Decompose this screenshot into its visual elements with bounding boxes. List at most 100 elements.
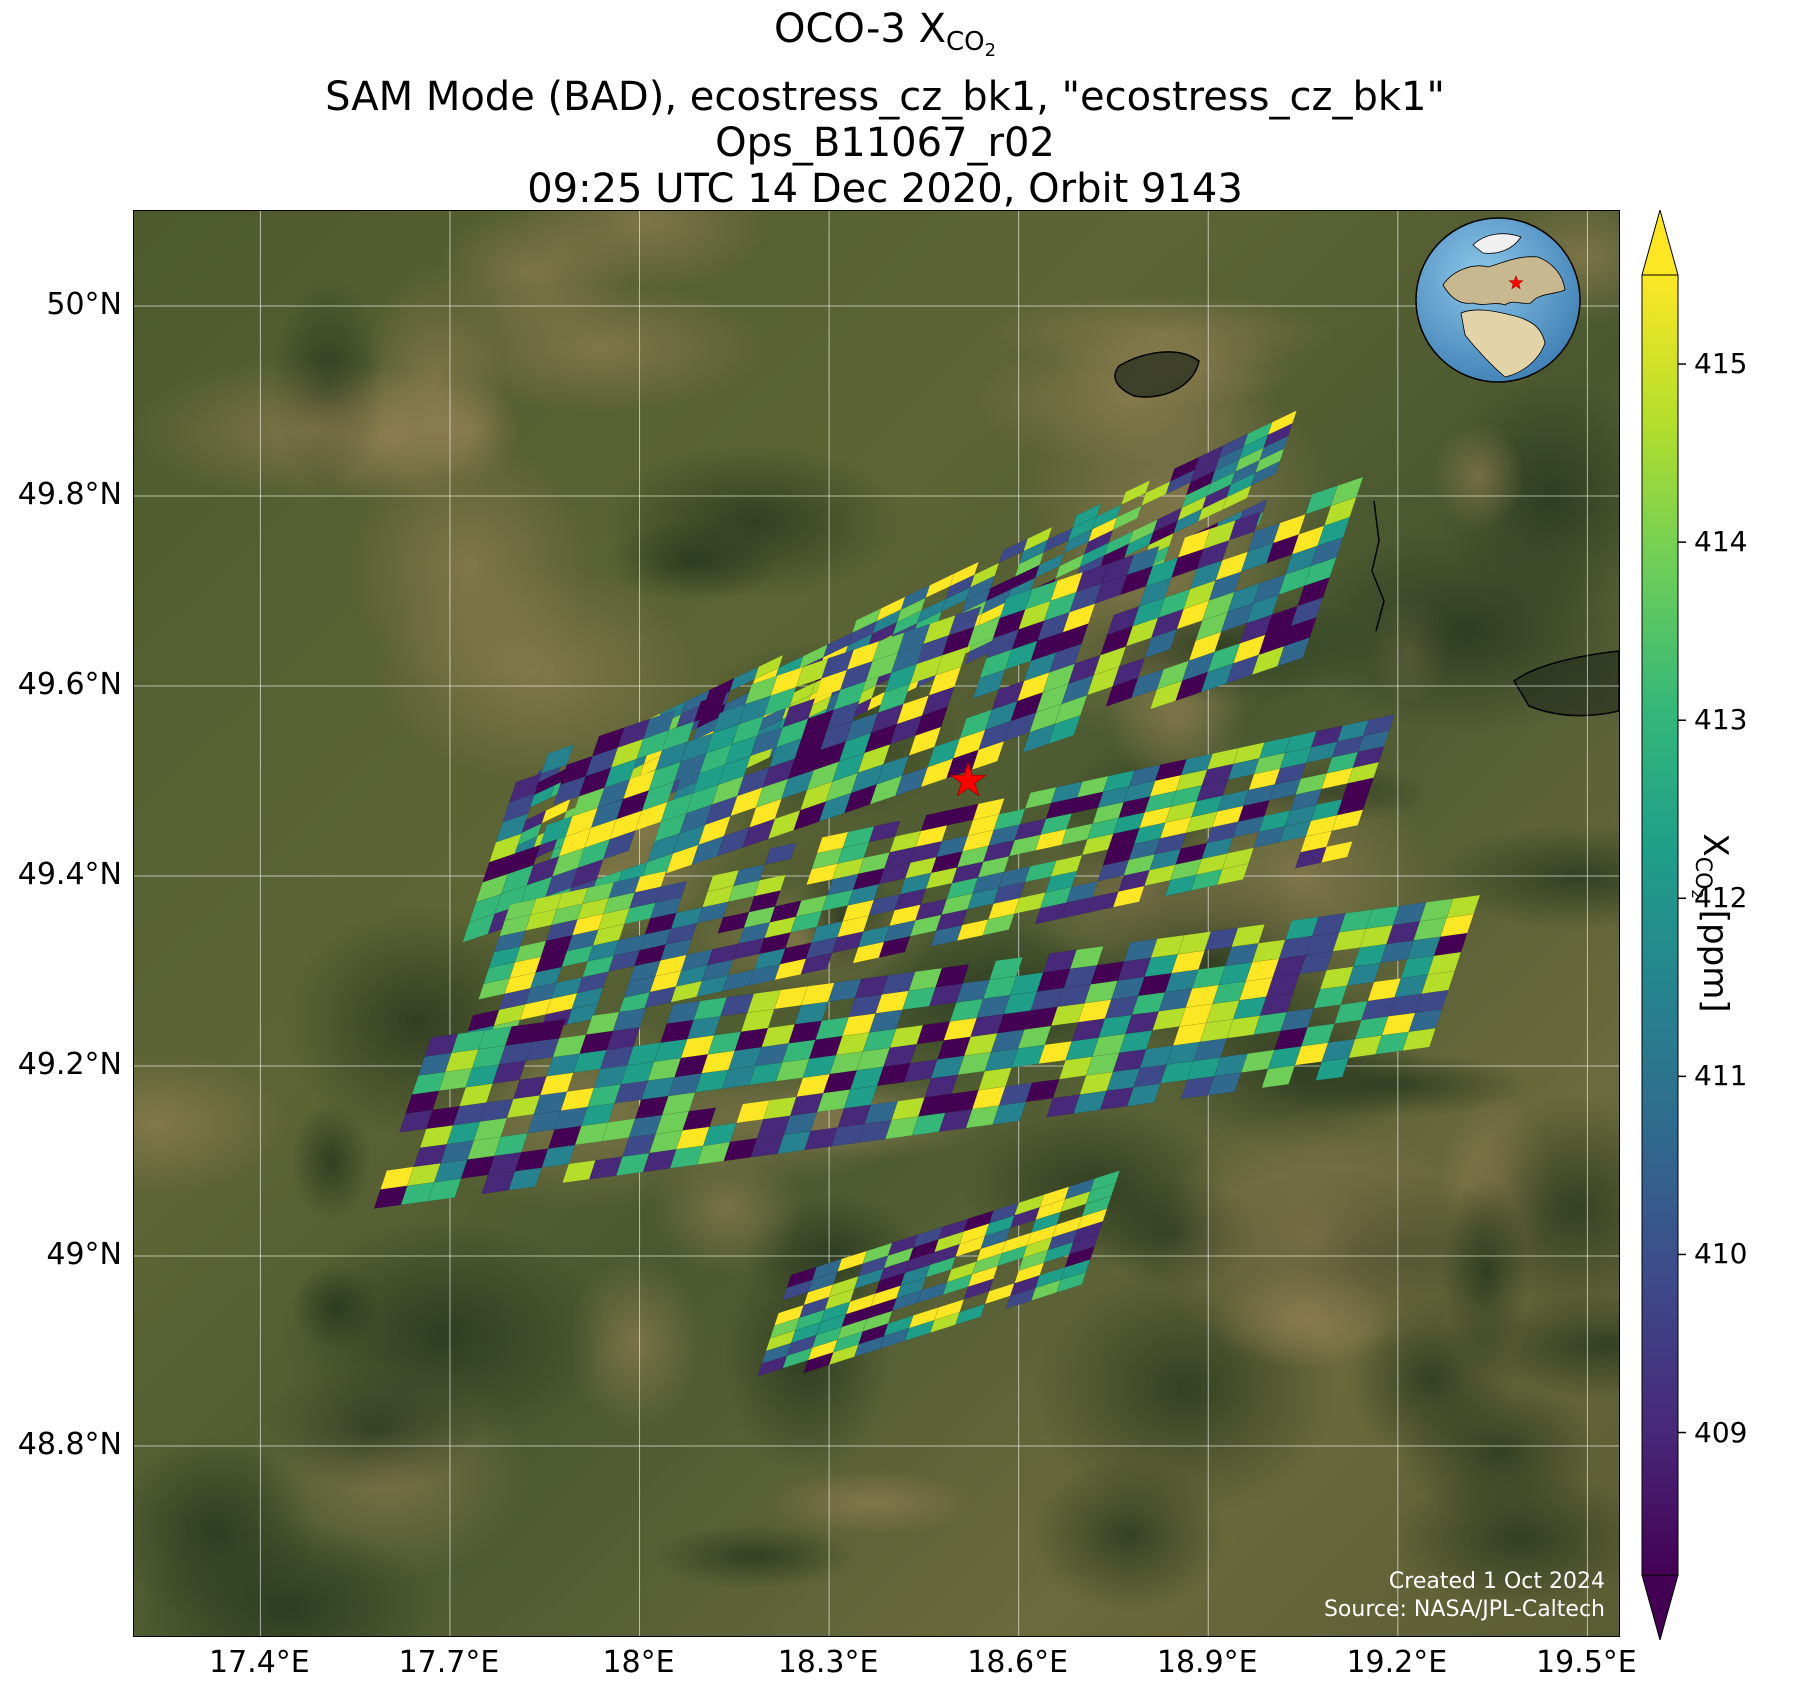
target-star-icon <box>949 761 987 797</box>
colorbar-extend-min <box>1641 1574 1679 1640</box>
colorbar-tick-label: 413 <box>1694 703 1748 737</box>
forest-patch <box>264 1364 483 1490</box>
colorbar <box>1641 210 1686 1640</box>
colorbar-tick-label: 410 <box>1694 1237 1748 1271</box>
sounding-footprint <box>989 956 1024 981</box>
lon-tick-label: 17.7°E <box>398 1645 500 1680</box>
sounding-footprint <box>972 797 1005 821</box>
forest-patch <box>654 1524 856 1589</box>
target-marker <box>949 761 987 797</box>
swath-3 <box>462 714 1396 1048</box>
sounding-footprint <box>1228 511 1262 541</box>
sounding-footprint <box>868 820 901 843</box>
lat-tick-label: 49.8°N <box>17 477 122 512</box>
credit-text: Created 1 Oct 2024 Source: NASA/JPL-Calt… <box>1324 1568 1605 1624</box>
lat-tick-label: 49.2°N <box>17 1047 122 1082</box>
lon-tick-label: 18°E <box>602 1645 675 1680</box>
sounding-footprint <box>764 842 797 865</box>
sounding-footprint <box>655 880 688 903</box>
sounding-footprint <box>1120 479 1151 506</box>
title-line-2: SAM Mode (BAD), ecostress_cz_bk1, "ecost… <box>325 74 1445 120</box>
sounding-footprint <box>1320 840 1353 863</box>
sounding-footprint <box>642 709 676 740</box>
farmland-patch <box>1210 1265 1398 1371</box>
title-line-3: Ops_B11067_r02 <box>715 120 1055 166</box>
lat-tick-label: 49.6°N <box>17 667 122 702</box>
colorbar-tick-marks <box>1678 363 1686 1434</box>
sounding-footprint <box>541 744 574 774</box>
lon-tick-label: 18.3°E <box>777 1645 879 1680</box>
swath-2 <box>462 476 1364 943</box>
figure-title: OCO-3 XCO2 SAM Mode (BAD), ecostress_cz_… <box>0 6 1770 212</box>
title-line-4: 09:25 UTC 14 Dec 2020, Orbit 9143 <box>527 166 1243 212</box>
forest-patch <box>1393 1467 1619 1608</box>
farmland-patch <box>765 1469 976 1536</box>
map-canvas <box>134 211 1619 1636</box>
globe-target-star <box>1508 275 1524 290</box>
lat-tick-label: 49°N <box>46 1237 122 1272</box>
border-line <box>1371 500 1385 632</box>
border-outline <box>1513 650 1619 717</box>
sounding-footprint <box>531 1018 566 1043</box>
sounding-footprint <box>1069 945 1104 970</box>
sounding-footprint <box>1071 503 1102 529</box>
sounding-footprint <box>1446 894 1481 919</box>
colorbar-tick-label: 411 <box>1694 1059 1748 1093</box>
colorbar-label: XCO2 [ppm] <box>1688 833 1735 1013</box>
forest-patch <box>1031 1457 1226 1612</box>
map-panel[interactable]: Created 1 Oct 2024 Source: NASA/JPL-Calt… <box>133 210 1620 1637</box>
lon-tick-label: 17.4°E <box>208 1645 310 1680</box>
border-outline <box>1114 351 1200 398</box>
credit-created: Created 1 Oct 2024 <box>1388 1569 1605 1594</box>
sounding-footprint <box>1089 1170 1121 1192</box>
colorbar-tick-label: 409 <box>1694 1415 1748 1449</box>
sounding-footprint <box>754 874 787 897</box>
locator-globe <box>1415 217 1581 383</box>
colorbar-gradient <box>1641 274 1679 1576</box>
sounding-footprint <box>949 561 980 587</box>
sounding-footprint <box>935 964 970 988</box>
farmland-patch <box>373 563 695 780</box>
globe-europe <box>1442 256 1566 306</box>
sounding-footprint <box>1363 714 1396 737</box>
lon-tick-label: 19.5°E <box>1536 1645 1637 1680</box>
colorbar-extend-max <box>1641 210 1679 276</box>
sounding-footprint <box>612 1007 647 1032</box>
swath-4 <box>373 894 1481 1209</box>
forest-patch <box>1454 1292 1619 1400</box>
credit-source: Source: NASA/JPL-Caltech <box>1323 1597 1605 1622</box>
xco2-soundings <box>373 410 1481 1377</box>
swath-5 <box>757 1170 1121 1377</box>
lon-tick-label: 18.6°E <box>967 1645 1069 1680</box>
forest-patch <box>292 1264 381 1351</box>
globe-arctic <box>1472 233 1522 254</box>
sounding-footprint <box>634 870 667 893</box>
lat-tick-label: 50°N <box>46 287 122 322</box>
sounding-footprint <box>682 1107 717 1131</box>
lat-tick-label: 49.4°N <box>17 857 122 892</box>
sounding-footprint <box>1330 476 1364 507</box>
sounding-footprint <box>1022 526 1053 552</box>
sounding-footprint <box>1231 923 1266 948</box>
lon-tick-label: 18.9°E <box>1156 1645 1258 1680</box>
sounding-footprint <box>948 606 982 636</box>
sounding-footprint <box>753 654 784 680</box>
farmland-patch <box>134 359 491 500</box>
sounding-footprint <box>1126 545 1160 576</box>
farmland-patch <box>134 1052 286 1193</box>
forest-patch <box>134 1435 317 1622</box>
sounding-footprint <box>1267 410 1298 436</box>
sounding-footprint <box>693 692 727 722</box>
farmland-patch <box>1432 421 1525 533</box>
map-gridlines <box>134 211 1619 1636</box>
forest-patch <box>290 1102 373 1220</box>
farmland-patch <box>977 335 1280 467</box>
forest-patch <box>606 519 780 603</box>
farmland-patch <box>568 1254 703 1431</box>
lat-tick-label: 48.8°N <box>17 1427 122 1462</box>
colorbar-tick-label: 412 <box>1694 881 1748 915</box>
colorbar-tick-label: 415 <box>1694 347 1748 381</box>
title-line-1: OCO-3 XCO2 <box>773 6 997 61</box>
forest-patch <box>1433 824 1619 930</box>
globe-africa <box>1460 309 1546 378</box>
